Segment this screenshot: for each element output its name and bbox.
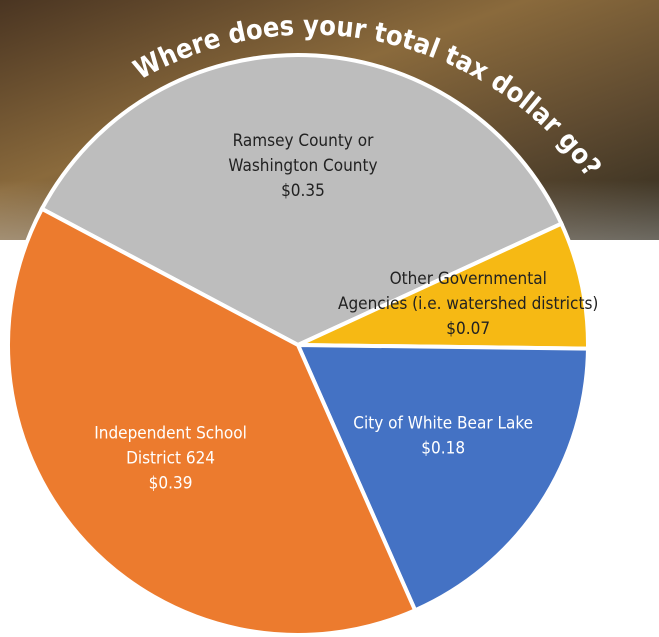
slice-label: Independent School District 624	[94, 423, 247, 468]
label-line: Other Governmental	[390, 269, 547, 289]
value-label: $0.07	[446, 319, 490, 339]
label-line: Agencies (i.e. watershed districts)	[338, 294, 598, 314]
slice-label: City of White Bear Lake	[353, 413, 533, 433]
label-line: District 624	[126, 448, 215, 468]
pie-slice	[6, 206, 418, 637]
slice-label: Other Governmental Agencies (i.e. watersh…	[338, 269, 598, 314]
value-label: $0.18	[421, 438, 465, 458]
slice-label: Ramsey County or Washington County	[228, 131, 377, 176]
value-label: $0.39	[149, 473, 193, 493]
label-line: Ramsey County or	[233, 131, 374, 151]
pie-slice	[294, 342, 591, 613]
label-line: Washington County	[228, 156, 377, 176]
label-line: City of White Bear Lake	[353, 413, 533, 433]
pie-slice	[39, 53, 565, 348]
value-label: $0.35	[281, 181, 325, 201]
pie-slice	[297, 221, 590, 351]
label-line: Independent School	[94, 423, 247, 443]
pie: Ramsey County or Washington County $0.35 Ot…	[6, 53, 598, 637]
